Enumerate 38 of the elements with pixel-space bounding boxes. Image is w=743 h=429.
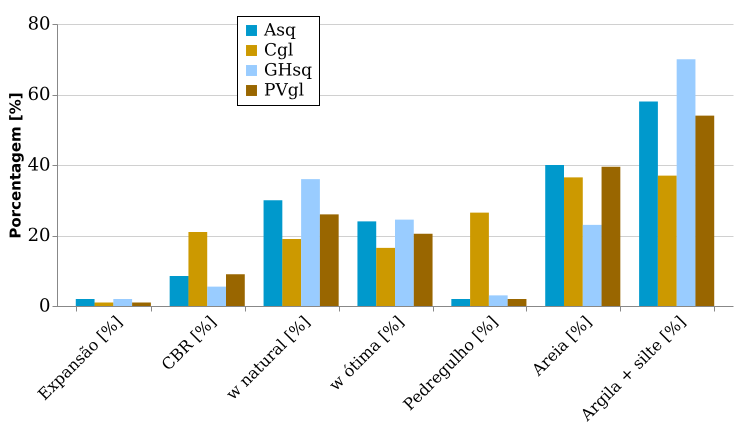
bar [170,276,188,306]
bar [582,224,602,306]
bar [488,295,508,306]
bar [414,234,433,306]
bar [545,165,564,306]
bar [639,102,658,306]
y-axis-title: Porcentagem [%] [6,92,25,239]
bar [94,302,114,306]
bar [695,116,714,306]
y-tick-label: 0 [39,296,50,316]
bar [451,298,470,306]
bar [658,176,677,306]
y-tick-label: 60 [28,84,50,105]
bar [320,214,339,306]
legend-label: Cgl [264,40,294,60]
y-tick-label: 20 [28,225,50,246]
bar [132,302,151,306]
bar [564,177,583,306]
bar [207,286,226,306]
y-tick-label: 80 [28,14,50,34]
bar [602,166,620,306]
legend-label: PVgl [264,80,304,100]
bar [113,298,132,306]
bar [264,200,282,306]
bar [357,221,376,306]
bar [376,248,395,306]
legend-label: GHsq [264,60,312,80]
bar [395,220,414,306]
legend-label: Asq [263,20,296,40]
bar [470,212,489,306]
bar [188,232,208,306]
bar [676,59,696,306]
y-tick-label: 40 [28,154,50,176]
bar [226,274,245,306]
bar [301,179,320,306]
bar [76,298,95,306]
bar [282,239,302,306]
bar [508,298,526,306]
